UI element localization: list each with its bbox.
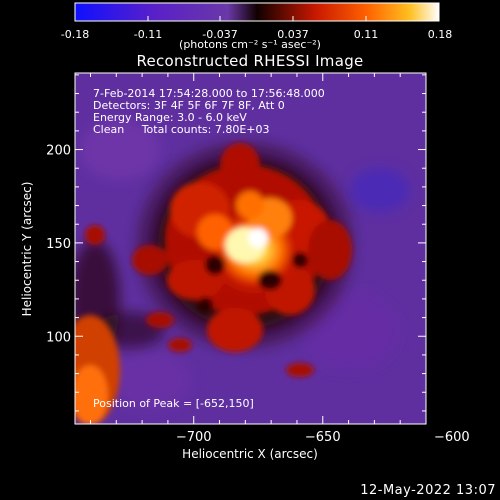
colorbar-units: (photons cm⁻² s⁻¹ asec⁻²): [179, 38, 321, 51]
y-tick-label: 100: [46, 330, 71, 345]
colorbar-tick: -0.11: [133, 28, 163, 41]
timestamp: 12-May-2022 13:07: [360, 483, 496, 498]
colorbar: [74, 2, 440, 22]
annotation-time: 7-Feb-2014 17:54:28.000 to 17:56:48.000: [93, 87, 325, 100]
annotation-peak: Position of Peak = [-652,150]: [93, 397, 254, 410]
annotation-clean: Clean Total counts: 7.80E+03: [93, 123, 270, 136]
y-tick-label: 150: [46, 237, 71, 252]
x-tick-label: −600: [434, 430, 470, 445]
colorbar-tick: -0.037: [202, 28, 238, 41]
y-axis-label: Heliocentric Y (arcsec): [20, 181, 34, 317]
chart-title: Reconstructed RHESSI Image: [136, 52, 364, 70]
x-axis-label: Heliocentric X (arcsec): [182, 447, 318, 461]
annotation-detectors: Detectors: 3F 4F 5F 6F 7F 8F, Att 0: [93, 99, 285, 112]
x-tick-label: −650: [305, 430, 341, 445]
colorbar-tick: -0.18: [60, 28, 90, 41]
annotation-energy: Energy Range: 3.0 - 6.0 keV: [93, 111, 247, 124]
colorbar-tick: 0.18: [427, 28, 453, 41]
colorbar-tick: 0.037: [277, 28, 309, 41]
x-tick-label: −700: [176, 430, 212, 445]
y-tick-label: 200: [46, 144, 71, 159]
colorbar-tick: 0.11: [353, 28, 379, 41]
